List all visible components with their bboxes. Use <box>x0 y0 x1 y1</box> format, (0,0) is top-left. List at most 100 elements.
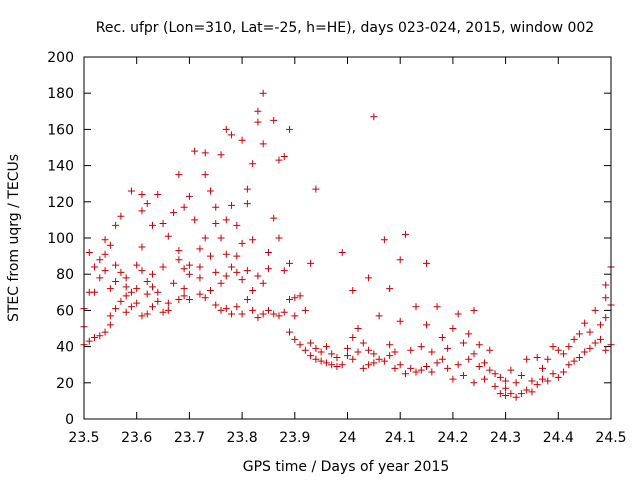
data-point-plus <box>201 294 209 302</box>
data-point-plus <box>570 357 578 365</box>
data-point-plus <box>249 236 257 244</box>
x-tick-label: 24.1 <box>385 430 416 446</box>
data-point-plus <box>217 306 225 314</box>
data-point-plus <box>259 89 267 97</box>
data-point-plus <box>154 191 162 199</box>
data-point-plus <box>127 187 135 195</box>
data-point-plus <box>143 200 151 208</box>
data-point-plus <box>554 346 562 354</box>
data-point-plus <box>206 286 214 294</box>
chart-title: Rec. ufpr (Lon=310, Lat=-25, h=HE), days… <box>96 20 594 36</box>
data-point-plus <box>133 285 141 293</box>
data-point-plus <box>307 259 315 267</box>
data-point-plus <box>238 310 246 318</box>
data-point-plus <box>475 341 483 349</box>
data-point-plus <box>380 236 388 244</box>
data-point-plus <box>602 346 610 354</box>
y-tick-label: 0 <box>65 412 74 428</box>
data-point-plus <box>112 305 120 313</box>
data-point-plus <box>259 310 267 318</box>
data-point-plus <box>254 107 262 115</box>
data-point-plus <box>423 363 431 371</box>
data-point-plus <box>106 241 114 249</box>
data-point-plus <box>286 259 294 267</box>
data-point-plus <box>570 335 578 343</box>
data-point-plus <box>222 216 230 224</box>
data-point-plus <box>112 221 120 229</box>
plot-frame <box>83 56 612 420</box>
data-point-plus <box>486 346 494 354</box>
data-point-plus <box>91 288 99 296</box>
data-point-plus <box>428 348 436 356</box>
data-point-plus <box>296 292 304 300</box>
y-tick-label: 160 <box>47 122 74 138</box>
x-tick-label: 24.4 <box>543 430 574 446</box>
data-point-plus <box>117 268 125 276</box>
data-point-plus <box>307 352 315 360</box>
x-axis-ticks: 23.5 23.6 23.7 23.8 23.9 24 24.1 24.2 24.3 24.4 24… <box>68 57 627 446</box>
data-point-plus <box>270 116 278 124</box>
data-point-plus <box>380 357 388 365</box>
data-point-plus <box>344 352 351 360</box>
x-axis-label: GPS time / Days of year 2015 <box>243 459 450 475</box>
data-point-plus <box>596 335 604 343</box>
data-point-plus <box>438 334 446 342</box>
data-point-plus <box>185 270 193 278</box>
data-point-plus <box>438 355 446 363</box>
data-point-plus <box>112 261 120 269</box>
data-point-plus <box>238 239 246 247</box>
data-point-plus <box>222 250 230 258</box>
data-point-plus <box>602 294 610 302</box>
data-point-plus <box>106 312 114 320</box>
data-point-plus <box>444 344 452 352</box>
data-point-plus <box>523 386 531 394</box>
data-point-plus <box>581 319 589 327</box>
data-point-plus <box>228 131 236 139</box>
data-point-plus <box>170 279 178 287</box>
data-point-plus <box>449 375 457 383</box>
data-point-plus <box>212 220 220 228</box>
y-tick-label: 200 <box>47 50 74 66</box>
data-point-plus <box>338 361 346 369</box>
data-point-plus <box>270 310 278 318</box>
data-point-plus <box>228 263 236 271</box>
x-tick-label: 24 <box>339 430 357 446</box>
data-point-plus <box>370 350 378 358</box>
data-point-plus <box>491 370 499 378</box>
data-point-plus <box>96 274 104 282</box>
data-point-plus <box>254 118 262 126</box>
data-point-plus <box>185 296 193 304</box>
data-point-plus <box>322 359 330 367</box>
data-point-plus <box>280 267 288 275</box>
data-point-plus <box>233 268 241 276</box>
data-point-plus <box>249 306 257 314</box>
data-point-plus <box>164 232 172 240</box>
data-point-plus <box>112 277 120 285</box>
data-point-plus <box>206 252 214 260</box>
data-point-plus <box>228 201 236 209</box>
data-point-plus <box>149 283 157 291</box>
x-tick-label: 23.6 <box>121 430 152 446</box>
data-point-plus <box>465 330 473 338</box>
data-point-plus <box>407 364 415 372</box>
data-point-plus <box>538 375 546 383</box>
data-point-plus <box>512 393 520 401</box>
data-point-plus <box>317 348 325 356</box>
data-point-plus <box>286 125 294 133</box>
y-axis-label: STEC from uqrg / TECUs <box>6 154 22 322</box>
data-point-plus <box>344 344 351 352</box>
data-point-plus <box>159 263 167 271</box>
data-point-plus <box>433 359 441 367</box>
data-point-plus <box>233 303 241 311</box>
data-point-plus <box>127 303 135 311</box>
data-point-plus <box>423 259 431 267</box>
data-point-plus <box>122 274 130 282</box>
data-point-plus <box>286 328 294 336</box>
data-point-plus <box>444 364 452 372</box>
data-point-plus <box>470 306 478 314</box>
y-tick-label: 20 <box>56 376 74 392</box>
data-point-plus <box>233 252 241 260</box>
data-point-plus <box>470 379 478 387</box>
data-point-plus <box>433 303 441 311</box>
